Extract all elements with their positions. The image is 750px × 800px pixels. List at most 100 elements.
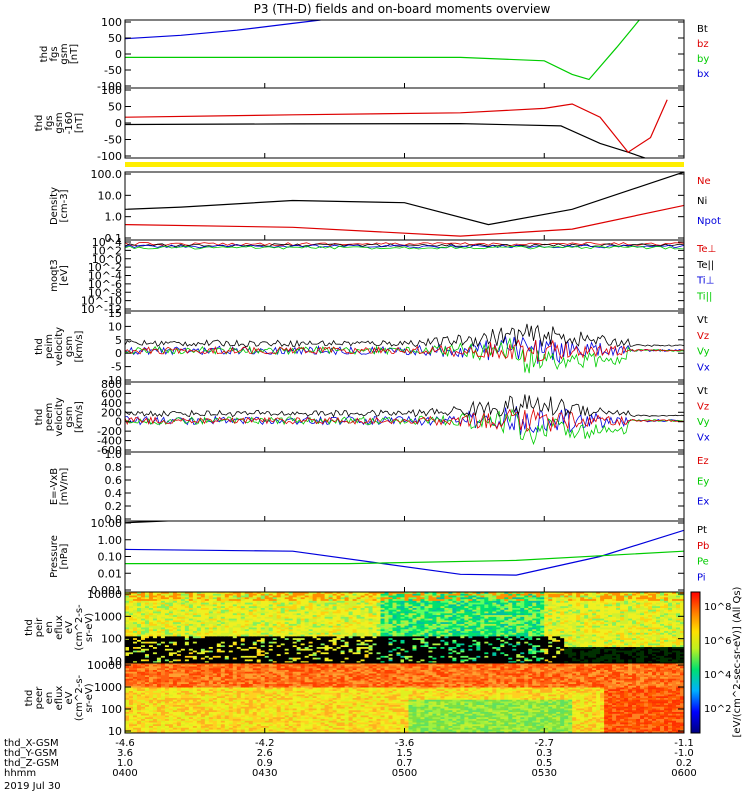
y-axis-label: thd xyxy=(34,115,45,132)
series-Ne xyxy=(125,204,684,237)
x-axis-value-t: 0430 xyxy=(252,768,277,779)
panel-ion_spec: 10000 1000 100 10 thd peir en eflux eV (cm^2-s-sr… xyxy=(24,588,685,668)
y-tick-label: 50 xyxy=(108,32,122,45)
legend-bz: bz xyxy=(697,39,709,50)
y-tick-label: -5 xyxy=(111,361,122,374)
x-axis-value-z: 0.9 xyxy=(257,758,273,769)
y-axis-label: eflux xyxy=(54,686,65,711)
y-axis-label: gsm xyxy=(59,43,70,64)
panel-pressure: 10.00 1.00 0.10 0.01 0.001 Pressure [nPa] Pt Pb P… xyxy=(49,517,709,597)
y-tick-label: 1000 xyxy=(94,610,122,623)
x-axis-row-label: thd_X-GSM xyxy=(4,738,59,749)
y-tick-label: 0.4 xyxy=(105,487,123,500)
y-tick-label: 600 xyxy=(101,387,122,400)
y-tick-label: 10.00 xyxy=(91,517,123,530)
y-tick-label: 0 xyxy=(115,117,122,130)
series-ve-red xyxy=(125,407,684,433)
y-tick-label: 0.01 xyxy=(98,567,123,580)
x-axis-value-x: -4.2 xyxy=(255,738,275,749)
panel-body-vi xyxy=(125,323,684,374)
series-vi-black xyxy=(125,323,684,348)
x-axis-value-x: -2.7 xyxy=(534,738,554,749)
series-by xyxy=(125,20,640,81)
y-axis-label: [km/s] xyxy=(74,401,85,433)
y-axis-label: Pressure xyxy=(49,535,60,578)
y-axis-label: eV xyxy=(64,691,75,704)
y-tick-label: 10^-12 xyxy=(81,303,122,316)
y-axis-label: gsm xyxy=(54,112,65,133)
y-tick-label: 0 xyxy=(115,347,122,360)
legend-Vx: Vx xyxy=(697,433,710,444)
x-axis-value-t: 0530 xyxy=(532,768,557,779)
colorbar-tick-label: 10^4 xyxy=(704,670,731,681)
legend-Te||: Te|| xyxy=(696,260,714,271)
y-axis-label: [mV/m] xyxy=(59,468,70,506)
x-axis-value-t: 0600 xyxy=(671,768,696,779)
y-tick-label: -600 xyxy=(97,444,122,457)
x-axis-value-x: -4.6 xyxy=(115,738,135,749)
series-ve-blue xyxy=(125,406,684,435)
legend-Ti⊥: Ti⊥ xyxy=(696,276,714,287)
y-tick-label: 10^2 xyxy=(92,244,122,257)
quality-flag-bar xyxy=(125,162,684,167)
y-tick-label: -200 xyxy=(97,425,122,438)
y-axis-label: sr-eV) xyxy=(84,683,95,712)
legend-Pi: Pi xyxy=(697,572,706,583)
series-ve-green xyxy=(125,408,684,446)
series-Bt xyxy=(125,122,646,158)
panel-density: 100.0 10.0 1.0 0.1 Density [cm-3] Ne Ni Npot xyxy=(49,168,721,245)
panel-body-temp xyxy=(125,242,684,250)
series-Pt xyxy=(125,521,181,524)
y-axis-label: thd xyxy=(24,619,35,636)
colorbar-scale xyxy=(690,591,701,734)
y-tick-label: 400 xyxy=(101,397,122,410)
panel-temp: 10^410^210^010^-210^-410^-610^-810^-1010… xyxy=(49,236,716,316)
y-axis-label: moqt3 xyxy=(49,259,60,292)
series-Pe xyxy=(125,550,684,565)
y-axis-label: sr-eV) xyxy=(84,613,95,642)
y-tick-label: 100 xyxy=(101,84,122,97)
y-tick-label: 1.0 xyxy=(105,211,123,224)
legend-Vx: Vx xyxy=(697,362,710,373)
panel-body-pressure xyxy=(125,521,684,576)
series-Pi xyxy=(125,529,684,576)
y-axis-label: (cm^2-s- xyxy=(74,604,85,651)
y-tick-label: 0.10 xyxy=(98,551,123,564)
y-axis-label: (cm^2-s- xyxy=(74,674,85,721)
y-axis-label: [nPa] xyxy=(59,543,70,569)
x-axis-value-y: -1.0 xyxy=(674,748,694,759)
y-tick-label: 10^-6 xyxy=(88,278,122,291)
y-tick-label: 5 xyxy=(115,334,122,347)
legend-Vy: Vy xyxy=(697,417,710,428)
y-tick-label: -100 xyxy=(97,80,122,93)
y-tick-label: -10 xyxy=(104,374,122,387)
y-axis-label: thd xyxy=(34,409,45,426)
x-axis-value-t: 0500 xyxy=(392,768,417,779)
y-tick-label: 0 xyxy=(115,416,122,429)
y-tick-label: 0.001 xyxy=(91,584,123,597)
legend-Ey: Ey xyxy=(697,476,709,487)
series-ve-black xyxy=(125,394,684,418)
y-axis-label: E=-VxB xyxy=(49,468,60,505)
colorbar-tick-label: 10^6 xyxy=(704,636,731,647)
y-axis-label: [cm-3] xyxy=(59,189,70,222)
y-tick-label: 800 xyxy=(101,378,122,391)
y-tick-label: 100 xyxy=(101,703,122,716)
y-axis-label: thd xyxy=(39,46,50,63)
colorbar: 10^8 10^6 10^4 10^2 [eV/(cm^2-sec-sr-eV)] (A… xyxy=(690,586,743,737)
y-tick-label: 10000 xyxy=(87,659,122,672)
series-temp-blue xyxy=(125,244,684,249)
x-axis-value-y: 2.6 xyxy=(257,748,273,759)
panel-fgs_zoom: 100 50 0 -50 -100 thd fgs gsm -160 [nT] xyxy=(34,84,685,163)
y-tick-label: 1.0 xyxy=(105,448,123,461)
legend-Npot: Npot xyxy=(697,216,721,227)
series-temp-red xyxy=(125,242,684,246)
y-axis-label: velocity xyxy=(54,397,65,436)
y-tick-label: -400 xyxy=(97,435,122,448)
y-axis-label: en xyxy=(44,692,55,705)
legend-Pe: Pe xyxy=(697,557,709,568)
x-axis-value-y: 3.6 xyxy=(117,748,133,759)
legend-Ex: Ex xyxy=(697,497,709,508)
